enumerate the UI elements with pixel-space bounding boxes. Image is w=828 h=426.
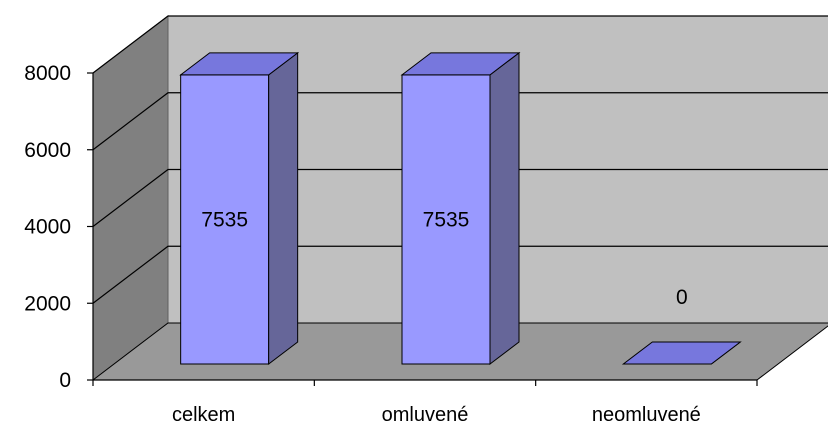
gridlines bbox=[92, 15, 828, 304]
data-label: 0 bbox=[676, 286, 688, 309]
bar bbox=[400, 51, 521, 366]
bar-side bbox=[268, 51, 299, 366]
data-label: 7535 bbox=[201, 208, 248, 231]
gridline bbox=[92, 168, 828, 227]
gridline bbox=[92, 245, 828, 304]
data-label: 7535 bbox=[423, 208, 470, 231]
data-labels: 7535 7535 0 bbox=[201, 208, 687, 309]
y-tick-label: 4000 bbox=[24, 216, 71, 239]
y-axis: 0 2000 4000 6000 8000 bbox=[24, 62, 94, 392]
x-tick-label: celkem bbox=[172, 404, 235, 426]
x-tick-label: neomluvené bbox=[592, 404, 701, 426]
bar bbox=[179, 51, 300, 366]
bar-top bbox=[400, 52, 521, 76]
y-tick-label: 2000 bbox=[24, 292, 71, 315]
x-axis: celkem omluvené neomluvené bbox=[92, 379, 758, 426]
gridline bbox=[92, 15, 828, 74]
bar-top bbox=[621, 341, 742, 365]
bar bbox=[621, 341, 742, 365]
bars bbox=[179, 51, 742, 366]
gridline bbox=[92, 92, 828, 151]
bar-top bbox=[179, 52, 300, 76]
y-tick-label: 6000 bbox=[24, 139, 71, 162]
x-tick-label: omluvené bbox=[382, 404, 469, 426]
bar-side bbox=[489, 51, 520, 366]
y-tick-label: 0 bbox=[59, 369, 71, 392]
y-tick-label: 8000 bbox=[24, 62, 71, 85]
